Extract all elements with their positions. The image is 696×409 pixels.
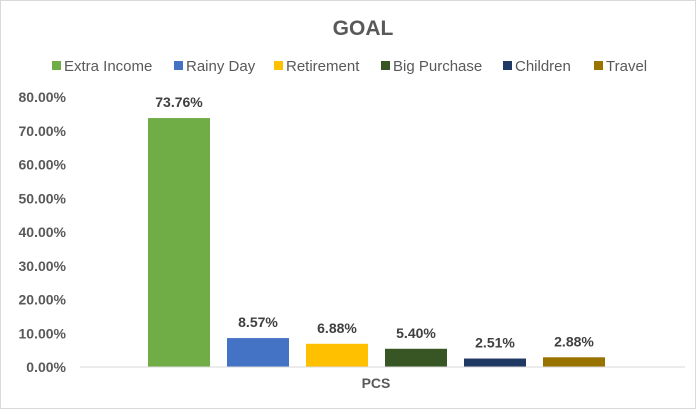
- legend-swatch: [381, 61, 390, 70]
- bar: [306, 343, 368, 367]
- legend-label: Retirement: [286, 58, 360, 75]
- data-label: 2.51%: [475, 335, 515, 351]
- legend-item: Children: [503, 58, 571, 75]
- data-label: 8.57%: [238, 314, 278, 330]
- y-tick-label: 70.00%: [19, 123, 67, 139]
- legend-label: Big Purchase: [393, 58, 482, 75]
- y-tick-label: 50.00%: [19, 190, 67, 206]
- data-label: 73.76%: [155, 94, 203, 110]
- legend-swatch: [174, 61, 183, 70]
- data-label: 6.88%: [317, 320, 357, 336]
- data-label: 5.40%: [396, 325, 436, 341]
- legend-item: Travel: [594, 58, 647, 75]
- legend-label: Children: [515, 58, 571, 75]
- legend-item: Extra Income: [52, 58, 152, 75]
- legend-label: Rainy Day: [186, 58, 256, 75]
- legend: Extra Income Rainy Day Retirement Big Purch…: [52, 58, 647, 75]
- legend-item: Rainy Day: [174, 58, 256, 75]
- bar: [543, 357, 605, 367]
- bars: 73.76% 8.57% 6.88% 5.40% 2.51% 2.88%: [148, 94, 605, 367]
- legend-swatch: [503, 61, 512, 70]
- legend-label: Travel: [606, 58, 647, 75]
- bar: [385, 348, 447, 367]
- x-category-label: PCS: [362, 375, 391, 391]
- bar: [227, 338, 289, 367]
- y-tick-label: 80.00%: [19, 89, 67, 105]
- y-tick-label: 60.00%: [19, 157, 67, 173]
- chart-title: GOAL: [333, 17, 394, 40]
- y-tick-label: 30.00%: [19, 258, 67, 274]
- y-tick-label: 10.00%: [19, 325, 67, 341]
- legend-swatch: [274, 61, 283, 70]
- y-tick-label: 20.00%: [19, 292, 67, 308]
- legend-item: Retirement: [274, 58, 360, 75]
- y-axis: 0.00% 10.00% 20.00% 30.00% 40.00% 50.00% 60.00…: [19, 89, 67, 375]
- legend-label: Extra Income: [64, 58, 152, 75]
- legend-swatch: [52, 61, 61, 70]
- legend-item: Big Purchase: [381, 58, 482, 75]
- y-tick-label: 40.00%: [19, 224, 67, 240]
- bar: [464, 358, 526, 367]
- bar: [148, 118, 210, 367]
- data-label: 2.88%: [554, 333, 594, 349]
- y-tick-label: 0.00%: [26, 359, 66, 375]
- legend-swatch: [594, 61, 603, 70]
